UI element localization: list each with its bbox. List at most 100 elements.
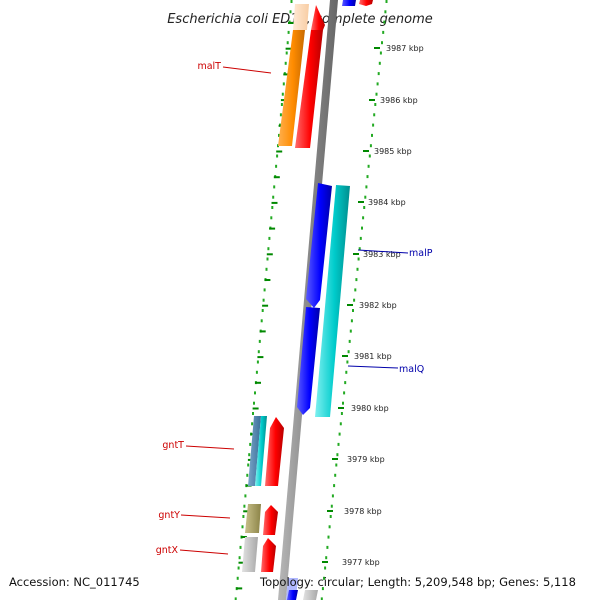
ring-dot: [239, 545, 242, 549]
ring-dot: [366, 175, 369, 179]
minor-tick: [238, 561, 245, 564]
ring-dot: [267, 247, 270, 251]
ring-dot: [325, 556, 328, 560]
ring-dot: [281, 92, 284, 96]
gene-label-gnty[interactable]: gntY: [158, 510, 231, 521]
gene-feature-cyan: [315, 185, 350, 417]
ring-dot: [338, 432, 341, 436]
minor-tick: [236, 587, 243, 590]
minor-tick: [271, 201, 278, 204]
minor-tick: [283, 73, 290, 76]
ring-dot: [363, 206, 366, 209]
gene-label-malp[interactable]: malP: [357, 248, 433, 259]
ring-dot: [284, 61, 287, 65]
ring-dot: [324, 566, 327, 570]
ring-dot: [279, 113, 282, 117]
ring-dot: [383, 20, 386, 24]
kbp-label: 3986 kbp: [380, 96, 418, 105]
ring-dot: [362, 216, 365, 220]
minor-tick: [240, 536, 247, 538]
gene-label-gntt[interactable]: gntT: [162, 440, 235, 451]
ring-dot: [368, 154, 371, 158]
ring-dot: [348, 339, 351, 343]
ring-dot: [331, 494, 334, 498]
ring-dot: [333, 484, 336, 488]
ring-dot: [258, 339, 261, 343]
ring-dot: [248, 453, 251, 457]
ring-dot: [347, 350, 350, 354]
ring-dot: [346, 360, 349, 364]
ring-dot: [354, 288, 357, 292]
ring-dot: [237, 566, 240, 570]
gene-feature-malt: [278, 30, 305, 146]
ring-dot: [343, 391, 346, 395]
kbp-label: 3977 kbp: [342, 558, 380, 567]
ring-dot: [270, 216, 273, 220]
ring-dot: [369, 144, 372, 148]
kbp-tick-3987: 3987 kbp: [374, 44, 424, 53]
kbp-label: 3982 kbp: [359, 301, 397, 310]
ring-dot: [266, 257, 269, 261]
ring-dot: [261, 309, 264, 312]
kbp-label: 3981 kbp: [354, 352, 392, 361]
ring-dot: [268, 236, 271, 240]
ring-dot: [375, 92, 378, 96]
ring-dot: [323, 576, 325, 580]
ring-dot: [372, 123, 375, 127]
minor-tick: [264, 279, 271, 281]
minor-tick: [288, 22, 294, 24]
ring-dot: [359, 236, 362, 240]
kbp-label: 3984 kbp: [368, 198, 406, 207]
ring-dot: [334, 473, 337, 477]
ring-dot: [378, 61, 381, 65]
ring-dot: [353, 298, 356, 302]
ring-dot: [340, 412, 343, 415]
minor-tick: [252, 407, 259, 410]
ring-dot: [249, 442, 252, 446]
gene-label-malq[interactable]: malQ: [347, 364, 424, 375]
kbp-tick-3978: 3978 kbp: [327, 507, 382, 516]
gene-label-text: gntX: [156, 545, 179, 556]
ring-dot: [257, 350, 260, 354]
gene-features: [242, 0, 373, 600]
ring-dot: [320, 597, 323, 600]
ring-dot: [282, 82, 285, 86]
ring-dot: [382, 30, 385, 34]
ring-dot: [326, 545, 329, 549]
ring-dot: [275, 164, 278, 168]
gene-label-gntx[interactable]: gntX: [156, 545, 229, 556]
gene-label-text: gntY: [158, 510, 180, 521]
minor-tick: [262, 304, 269, 307]
kbp-tick-3981: 3981 kbp: [342, 352, 392, 361]
gene-feature-olive: [245, 504, 261, 533]
ring-dot: [287, 30, 290, 34]
ring-dot: [335, 463, 338, 467]
ring-dot: [381, 41, 383, 45]
ring-outer-border: [234, 0, 293, 600]
gene-label-malt[interactable]: malT: [197, 61, 272, 74]
kbp-label: 3980 kbp: [351, 404, 389, 413]
ring-dot: [280, 103, 283, 106]
ring-dot: [330, 504, 333, 508]
ring-dot: [345, 370, 348, 374]
ring-dot: [377, 72, 380, 76]
ring-dot: [246, 473, 249, 477]
kbp-label: 3979 kbp: [347, 455, 385, 464]
minor-tick: [255, 381, 261, 384]
ring-dot: [361, 226, 363, 230]
ring-dot: [278, 133, 280, 137]
ring-dot: [238, 556, 241, 560]
minor-tick: [276, 150, 283, 153]
ring-dot: [350, 319, 353, 323]
ring-dot: [371, 133, 373, 137]
ring-dot: [367, 164, 370, 168]
ring-dot: [263, 288, 266, 292]
ring-dot: [379, 51, 382, 55]
ring-dot: [290, 0, 293, 3]
gene-feature-gnty: [263, 505, 278, 535]
ring-dot: [374, 103, 377, 106]
gene-feature-red-arrowhead: [311, 5, 325, 30]
minor-tick: [259, 330, 266, 333]
ring-dot: [339, 422, 342, 426]
